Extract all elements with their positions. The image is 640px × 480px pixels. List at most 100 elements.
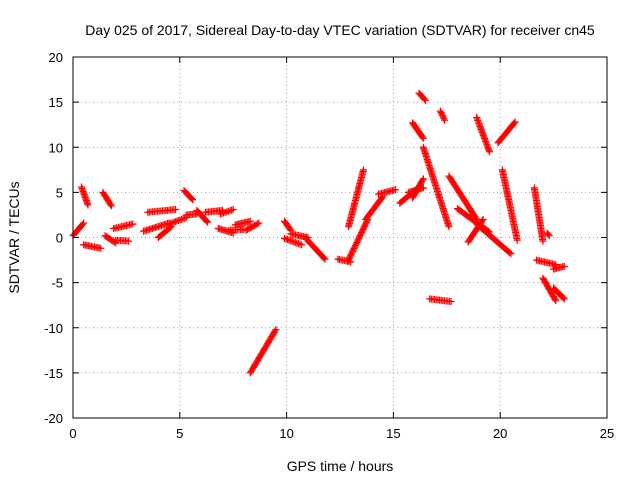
data-point (479, 215, 487, 223)
data-point (125, 237, 133, 245)
data-series-segment (99, 188, 115, 210)
data-point (539, 237, 547, 245)
data-points (69, 89, 568, 377)
data-point (545, 232, 553, 240)
data-point (441, 116, 449, 124)
data-point (437, 109, 445, 117)
data-point (513, 236, 521, 244)
data-series-segment (473, 220, 515, 258)
data-series-segment (419, 143, 453, 231)
data-point (166, 224, 174, 232)
data-series-segment (530, 184, 547, 245)
y-tick-label: -10 (44, 321, 63, 336)
data-point (510, 119, 518, 127)
data-point (80, 219, 88, 227)
data-series-segment (498, 166, 521, 244)
data-point (560, 262, 568, 270)
data-point (506, 249, 514, 257)
data-point (418, 133, 426, 141)
data-series-segment (112, 236, 133, 245)
data-series-segment (193, 206, 212, 226)
data-point (438, 110, 446, 118)
data-series-segment (242, 219, 263, 234)
data-point (511, 118, 519, 126)
data-point (419, 176, 427, 184)
data-point (286, 225, 294, 233)
chart-title: Day 025 of 2017, Sidereal Day-to-day VTE… (85, 22, 595, 38)
data-series-segment (110, 220, 137, 232)
x-tick-label: 10 (279, 426, 293, 441)
data-point (420, 95, 428, 103)
data-point (189, 196, 197, 204)
data-point (298, 241, 306, 249)
y-tick-label: 10 (49, 140, 63, 155)
y-tick-label: 15 (49, 95, 63, 110)
data-series-segment (426, 295, 455, 306)
x-tick-label: 25 (600, 426, 614, 441)
data-point (551, 295, 559, 303)
data-series-segment (362, 193, 387, 223)
data-series-segment (231, 217, 254, 229)
x-tick-label: 20 (493, 426, 507, 441)
data-series-segment (409, 175, 427, 202)
data-point (544, 230, 552, 238)
x-tick-label: 15 (386, 426, 400, 441)
data-point (507, 250, 515, 258)
data-point (419, 134, 427, 142)
data-series-segment (101, 232, 120, 247)
x-tick-label: 0 (69, 426, 76, 441)
data-point (445, 223, 453, 231)
data-point (229, 206, 237, 214)
grid-lines (73, 57, 607, 418)
data-series-segment (80, 241, 105, 252)
data-series-segment (445, 172, 481, 223)
data-series-segment (345, 166, 367, 231)
data-series-segment (165, 214, 190, 228)
x-tick-label: 5 (176, 426, 183, 441)
data-point (272, 326, 280, 334)
data-point (107, 202, 115, 210)
data-point (359, 166, 367, 174)
y-axis-label: SDTVAR / TECUs (6, 181, 22, 293)
data-series-segment (345, 215, 372, 264)
axis-ticks: 0 5 10 15 20 25 -20 -15 -10 -5 0 5 10 15 20 (44, 50, 614, 441)
data-point (79, 220, 87, 228)
data-point (440, 115, 448, 123)
data-point (84, 201, 92, 209)
data-series-segment (144, 206, 180, 216)
data-point (204, 218, 212, 226)
data-series-segment (415, 89, 429, 104)
data-point (172, 206, 180, 214)
x-axis-label: GPS time / hours (287, 458, 394, 474)
data-point (107, 201, 115, 209)
data-point (552, 297, 560, 305)
data-point (439, 113, 447, 121)
data-point (97, 244, 105, 252)
data-series-segment (280, 217, 295, 234)
data-point (439, 112, 447, 120)
data-point (478, 217, 486, 225)
data-series-segment (78, 183, 92, 209)
data-point (419, 175, 427, 183)
y-tick-label: -5 (51, 276, 63, 291)
data-point (246, 217, 254, 225)
data-series-segment (374, 186, 400, 198)
data-point (255, 219, 263, 227)
data-point (486, 148, 494, 156)
data-point (321, 255, 329, 263)
data-series-segment (543, 229, 553, 240)
data-point (271, 327, 279, 335)
y-tick-label: 0 (56, 231, 63, 246)
data-point (559, 294, 567, 302)
data-series-segment (550, 284, 568, 303)
data-point (421, 96, 429, 104)
data-series-segment (550, 262, 568, 273)
data-series-segment (180, 187, 197, 204)
data-series-segment (69, 219, 88, 240)
data-series-segment (246, 326, 280, 377)
data-point (392, 186, 400, 194)
data-series-segment (409, 119, 427, 142)
data-series-segment (280, 234, 306, 249)
